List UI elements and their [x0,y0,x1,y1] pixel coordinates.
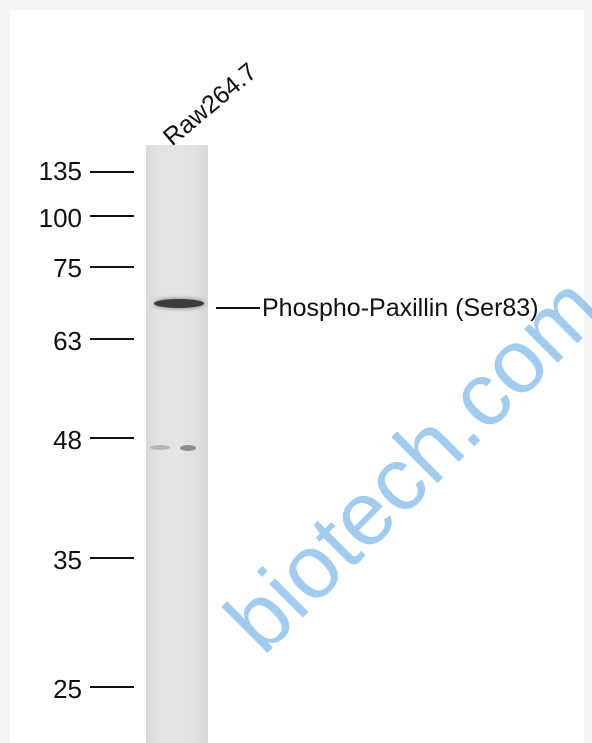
marker-label: 25 [53,674,82,704]
band-main [154,299,204,308]
marker-label: 75 [53,253,82,283]
marker-label: 135 [38,156,82,186]
marker-tick [90,437,134,439]
marker-label: 100 [38,203,82,233]
marker-tick [90,266,134,268]
marker-tick [90,338,134,340]
band-faint-right [180,445,196,451]
marker-tick [90,557,134,559]
marker-tick [90,215,134,217]
band-label: Phospho-Paxillin (Ser83) [262,294,539,322]
band-faint-left [150,445,170,450]
band-pointer-line [216,307,260,309]
figure-panel [10,10,584,743]
marker-label: 35 [53,545,82,575]
marker-label: 48 [53,425,82,455]
marker-label: 63 [53,326,82,356]
blot-lane [146,145,208,743]
marker-tick [90,171,134,173]
marker-tick [90,686,134,688]
